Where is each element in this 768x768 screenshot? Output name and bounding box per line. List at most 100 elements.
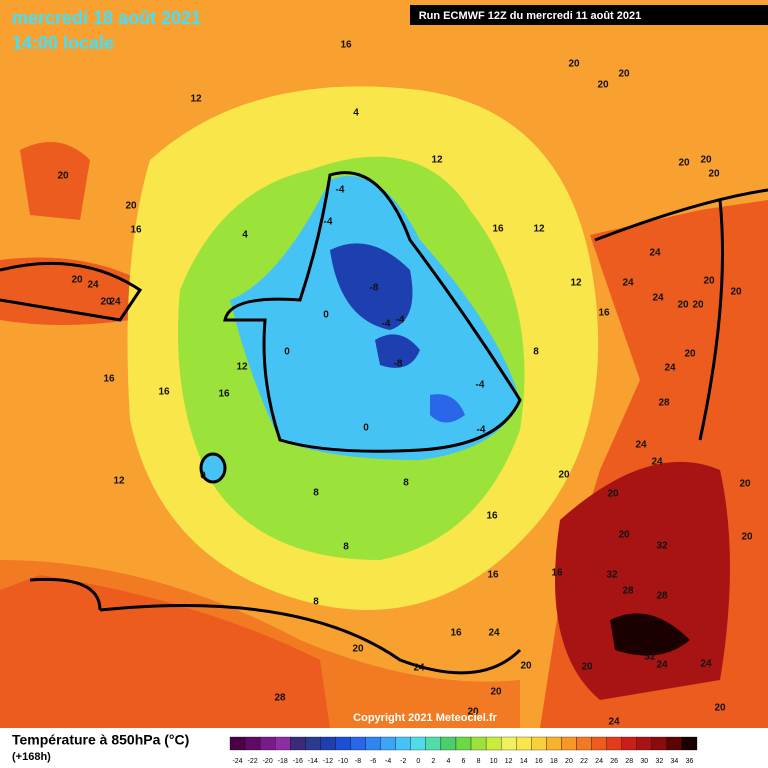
contour-label: 24 [109,297,121,308]
contour-label: 20 [597,80,609,91]
contour-label: 24 [700,659,712,670]
isotherm [29,577,522,675]
contour-label: 32 [644,652,656,663]
scale-swatch [576,736,592,751]
scale-swatch [470,736,487,751]
contour-label: -4 [477,425,486,436]
scale-label: -22 [248,758,258,765]
scale-swatch [395,736,411,751]
scale-swatch [320,736,336,751]
scale-label: -2 [400,758,406,765]
scale-swatch [380,736,396,751]
scale-label: 8 [477,758,481,765]
contour-label: 16 [130,225,142,236]
contour-label: 20 [708,169,720,180]
scale-label: -16 [293,758,303,765]
contour-label: 32 [606,570,618,581]
scale-label: 34 [671,758,679,765]
scale-swatch [410,736,426,751]
scale-swatch [229,736,246,751]
contour-label: 20 [700,155,712,166]
contour-label: 0 [200,471,206,482]
scale-swatch [335,736,351,751]
scale-swatch [606,736,622,751]
scale-label: -18 [278,758,288,765]
very-cold-region [430,394,465,423]
contour-label: 12 [431,155,443,166]
scale-label: 30 [640,758,648,765]
contour-label: 16 [103,374,115,385]
contour-label: 20 [714,703,726,714]
contour-label: 12 [533,224,545,235]
map: 16 20 20 20 12 4 12 20 20 20 20 20 16 4 -4 -4 16 12 24 24 24… [0,0,768,728]
scale-swatch [546,736,562,751]
scale-swatch [561,736,577,751]
scale-swatch [425,736,442,751]
contour-label: -4 [382,319,391,330]
contour-label: 20 [581,662,593,673]
copyright: Copyright 2021 Meteociel.fr [353,712,497,724]
scale-label: -14 [308,758,318,765]
contour-label: 24 [622,278,634,289]
forecast-time: 14:00 locale [12,33,114,53]
contour-label: 20 [703,276,715,287]
contour-label: -8 [394,359,403,370]
scale-swatch [244,736,261,751]
scale-label: 16 [535,758,543,765]
contour-label: 28 [622,586,634,597]
contour-label: 28 [656,591,668,602]
contour-label: 24 [488,628,500,639]
scale-swatch [531,736,547,751]
scale-label: 36 [686,758,694,765]
scale-label: 22 [580,758,588,765]
contour-label: 4 [242,230,248,241]
contour-label: 24 [635,440,647,451]
scale-label: -6 [370,758,376,765]
scale-label: 10 [490,758,498,765]
scale-label: -4 [385,758,391,765]
contour-label: 16 [218,389,230,400]
contour-label: 24 [652,293,664,304]
scale-swatch [275,736,291,751]
legend-title: Température à 850hPa (°C) [12,732,189,748]
contour-label: 12 [113,476,125,487]
contour-label: 24 [649,248,661,259]
scale-swatch [259,736,276,751]
scale-swatch [350,736,366,751]
scale-swatch [591,736,607,751]
scale-label: 32 [655,758,663,765]
scale-label: 24 [595,758,603,765]
hot-core [610,613,690,656]
scale-label: -8 [355,758,361,765]
contour-label: 24 [413,663,425,674]
contour-label: 8 [533,347,539,358]
scale-swatch [666,736,683,751]
contour-label: 0 [323,310,329,321]
isotherm [594,188,768,441]
scale-swatch [290,736,306,751]
contour-label: -4 [476,380,485,391]
contour-label: 16 [158,387,170,398]
scale-label: 2 [431,758,435,765]
contour-label: 12 [570,278,582,289]
scale-label: 28 [625,758,633,765]
scale-swatch [651,736,668,751]
scale-label: 20 [565,758,573,765]
scale-swatch [455,736,472,751]
contour-label: 20 [607,489,619,500]
contour-label: 28 [274,693,286,704]
contour-label: 20 [467,707,479,718]
contour-label: 20 [490,687,502,698]
scale-swatch [365,736,381,751]
scale-swatch [681,736,698,751]
contour-label: 20 [684,349,696,360]
contour-label: 20 [71,275,83,286]
scale-swatch [501,736,517,751]
contour-label: -4 [324,217,333,228]
contour-label: 16 [598,308,610,319]
legend-subtitle: (+168h) [12,751,51,763]
scale-label: 0 [416,758,420,765]
scale-label: -10 [338,758,348,765]
contour-label: 16 [486,511,498,522]
